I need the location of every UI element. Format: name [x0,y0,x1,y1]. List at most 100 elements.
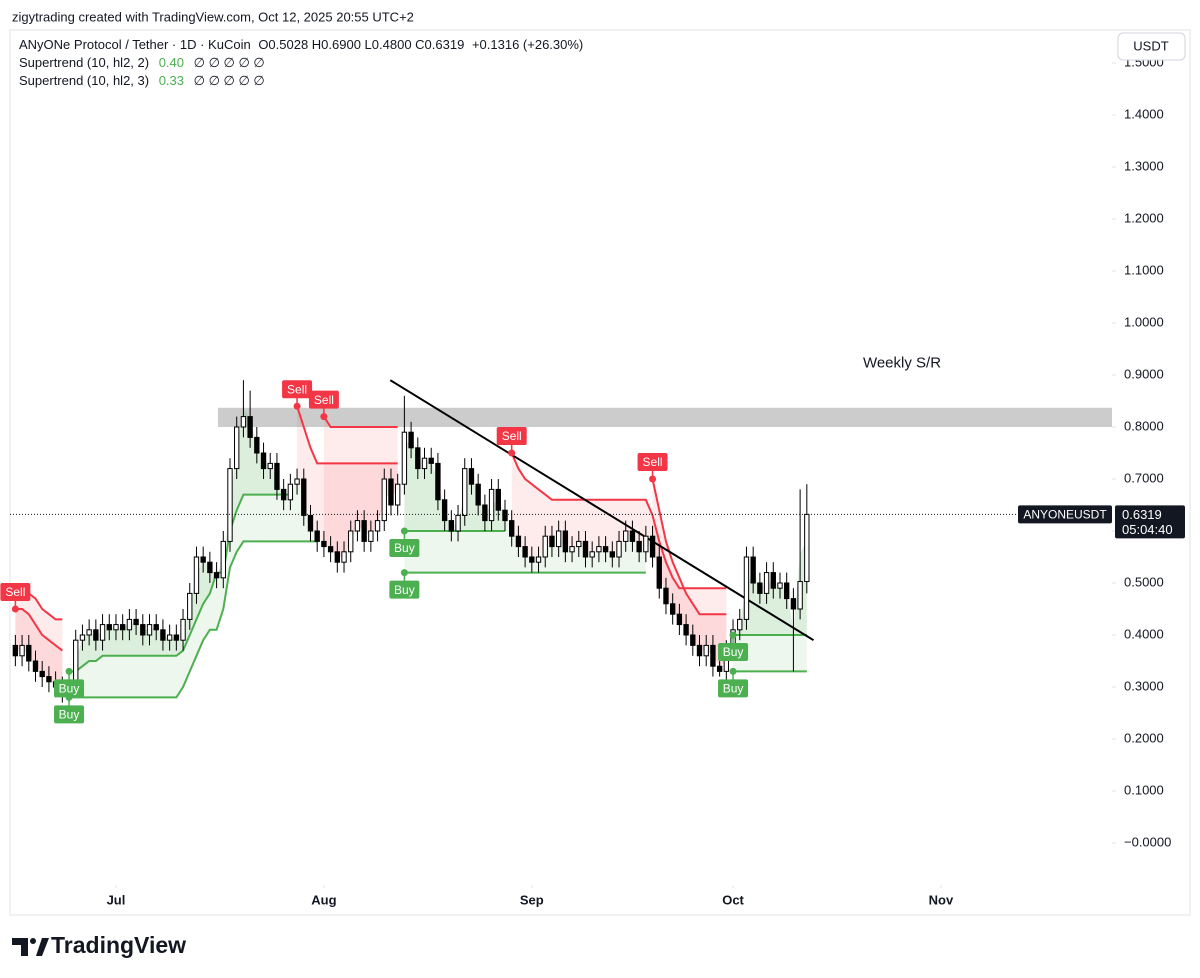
candle-body [529,556,535,563]
brand: TradingView [51,932,186,958]
candle-body [32,660,39,672]
y-tick-label: 0.2000 [1124,730,1164,745]
y-tick-label: 0.4000 [1124,626,1164,641]
candle-body [267,462,273,470]
supertrend-line [69,540,318,699]
signal-label: Sell [287,382,307,396]
y-tick-label: 1.0000 [1124,314,1164,329]
candle-body [140,624,146,636]
candle-body [153,624,159,631]
signal-box [389,580,420,599]
candle-body [502,509,508,522]
candle-body [629,530,636,542]
y-tick-label: 0.1000 [1124,782,1164,797]
candle-body [19,644,25,657]
candle-body [509,520,515,537]
chart-frame [9,29,1191,916]
signal-label: Buy [394,541,415,555]
candle-body [495,488,501,511]
candle-body [421,457,428,470]
candle-body [643,535,649,553]
candle-body [348,530,354,553]
candle-body [260,452,267,470]
zone-label: Weekly S/R [863,355,941,372]
candle-body [676,613,683,626]
candle-body [12,644,19,657]
signal-label: Buy [59,682,80,696]
currency[interactable]: USDT [1133,38,1168,53]
candle-body [200,556,206,563]
candle-body [515,535,522,548]
candle-body [361,520,367,542]
candle-body [39,670,45,678]
legend-st2: Supertrend (10, hl2, 2) 0.40 ∅ ∅ ∅ ∅ ∅ [19,55,265,70]
candle-body [441,499,448,522]
candle-body [683,624,689,636]
candle-body [522,546,528,558]
trend-fill [733,538,807,672]
y-tick-label: 0.7000 [1124,470,1164,485]
trend-fill [15,608,63,690]
candle-body [280,488,287,501]
candle-body [455,514,461,532]
y-tick-label: 1.4000 [1124,106,1164,121]
candle-body [354,520,361,532]
candle-body [227,468,233,542]
candle-body [321,540,327,548]
candle-body [663,587,669,605]
candle-body [737,618,743,631]
sr-zone [217,407,1112,428]
indicator-value: 0.33 [159,73,184,88]
y-tick-label: 1.3000 [1124,158,1164,173]
candle-body [254,436,260,454]
candle-body [381,478,387,522]
candle-body [173,634,180,641]
candle-body [368,530,374,542]
y-tick-label: 0.9000 [1124,366,1164,381]
signal-box [718,642,749,661]
candle-body [482,504,488,522]
candle-body [462,468,468,516]
candle-body [797,581,803,610]
candle-body [93,629,99,641]
candle-body [106,624,112,631]
candle-body [79,634,86,641]
change: +0.1316 (+26.30%) [472,37,583,52]
signal-box [282,380,313,399]
candle-body [247,416,253,438]
currency-box[interactable] [1117,32,1186,61]
trend-fill [404,440,646,573]
candle-body [193,556,200,594]
candle-body [207,561,213,574]
candle-body [120,624,126,631]
trendline [389,379,815,642]
candle-body [589,551,595,558]
signal-box [389,538,420,557]
trend-fill [652,479,727,667]
indicator-name: Supertrend (10, hl2, 2) [19,55,149,70]
supertrend-line [15,607,63,652]
candle-body [388,478,394,506]
candle-body [307,514,314,532]
candle-body [294,478,300,485]
y-tick-label: 0.8000 [1124,418,1164,433]
candle-body [656,556,662,589]
candle-body [435,462,441,501]
trend-fill [733,538,807,641]
candle-body [401,431,408,485]
y-tick-label: −0.0000 [1124,834,1171,849]
candle-body [750,556,756,584]
signal-label: Sell [5,585,25,599]
ticker-box [1018,505,1112,524]
candle-body [549,535,555,548]
x-tick-label: Aug [311,892,336,907]
candle-body [716,665,723,672]
candle-body [669,603,676,615]
signal-label: Buy [723,682,744,696]
indicator-na: ∅ ∅ ∅ ∅ ∅ [194,73,265,88]
signal-label: Sell [643,455,663,469]
candle-body [690,634,696,646]
candle-body [327,546,334,553]
candle-body [569,546,575,553]
trend-fill [69,408,318,698]
